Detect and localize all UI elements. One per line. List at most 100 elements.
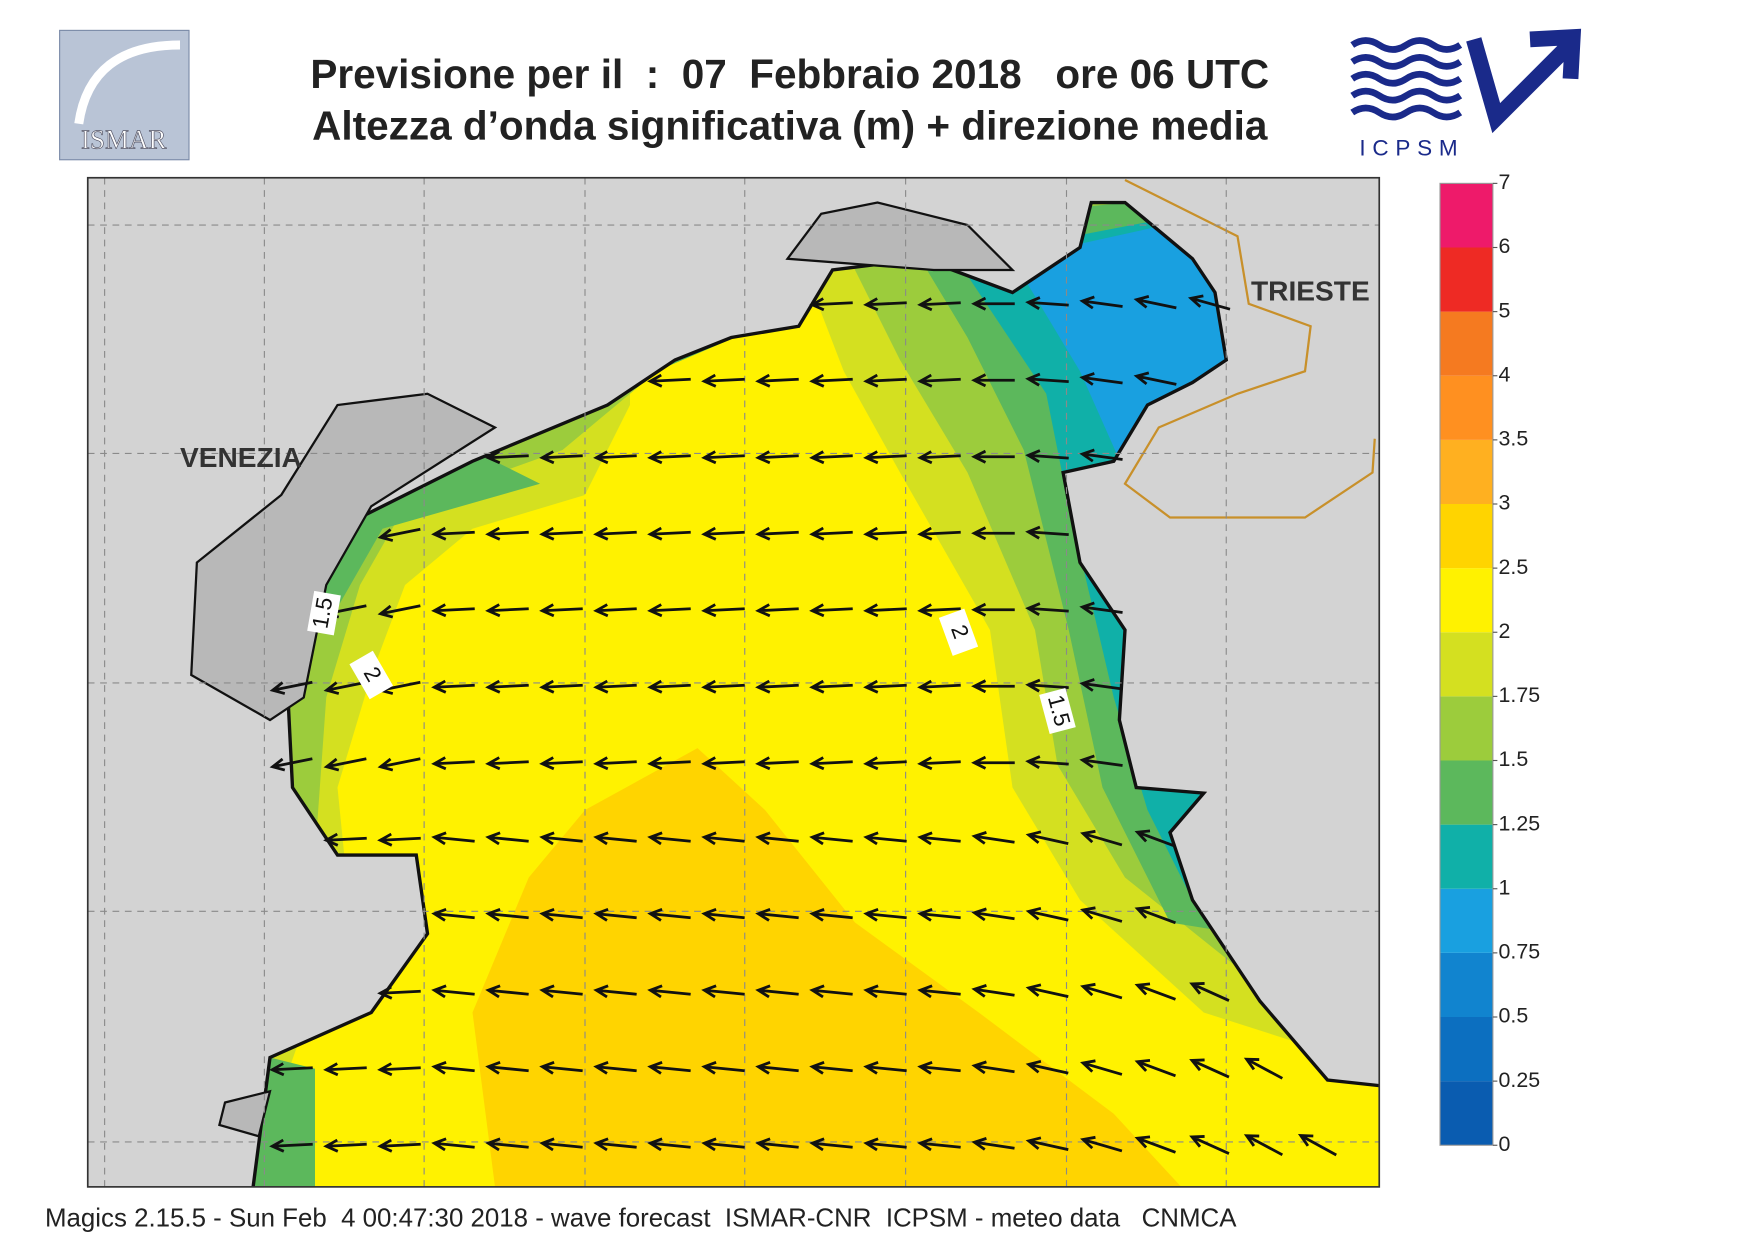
arrow <box>593 603 637 618</box>
colorbar-label: 2.5 <box>1499 555 1529 579</box>
arrow <box>539 1060 583 1075</box>
arrow <box>485 603 529 618</box>
arrow <box>863 603 907 618</box>
arrow <box>755 1060 799 1075</box>
arrow <box>917 297 961 312</box>
arrow <box>701 984 745 999</box>
arrow <box>1079 448 1123 463</box>
arrow <box>971 755 1015 770</box>
colorbar-label: 5 <box>1499 298 1511 322</box>
arrow <box>431 1137 475 1152</box>
colorbar-segment <box>1440 1017 1493 1082</box>
colorbar-label: 0.25 <box>1499 1068 1541 1092</box>
arrow <box>863 373 907 388</box>
contour-label: 2 <box>938 608 979 656</box>
arrow <box>1025 983 1069 998</box>
colorbar-segment <box>1440 824 1493 889</box>
colorbar: 0 0.25 0.5 0.75 1 1.25 1.5 1.75 2 2.5 3 3.5 4 5 6 7 <box>1439 170 1541 1156</box>
logo-text: ISMAR <box>81 125 167 155</box>
arrow <box>323 1062 367 1077</box>
arrow <box>1025 449 1069 463</box>
arrow <box>1243 1057 1284 1080</box>
arrow <box>701 1137 745 1152</box>
contour-label: 1.5 <box>307 590 341 636</box>
arrow <box>593 1137 637 1152</box>
arrow <box>1080 982 1123 1000</box>
arrow <box>647 603 691 618</box>
arrow <box>593 1060 637 1075</box>
arrow <box>701 907 745 922</box>
arrow <box>431 679 475 694</box>
place-label: VENEZIA <box>180 442 302 473</box>
arrow <box>863 907 907 922</box>
arrow <box>971 831 1015 845</box>
colorbar-segment <box>1440 311 1493 376</box>
arrow <box>809 603 853 618</box>
arrow <box>755 831 799 846</box>
arrow <box>1025 602 1069 616</box>
contour-label-bg <box>307 590 341 636</box>
arrow <box>647 526 691 541</box>
footer: Magics 2.15.5 - Sun Feb 4 00:47:30 2018 … <box>45 1204 1237 1232</box>
arrow <box>1079 372 1123 386</box>
arrow <box>647 1137 691 1152</box>
colorbar-label: 0.75 <box>1499 940 1541 964</box>
arrow <box>809 1060 853 1075</box>
colorbar-label: 0.5 <box>1499 1004 1529 1028</box>
arrow <box>1297 1134 1337 1157</box>
arrow <box>377 1138 421 1153</box>
arrow <box>863 984 907 999</box>
arrow <box>1134 1135 1176 1154</box>
contour-label: 2 <box>349 650 394 700</box>
arrow <box>971 984 1015 998</box>
place-label: TRIESTE <box>1251 275 1370 306</box>
arrow <box>1025 830 1069 845</box>
subtitle: Altezza d’onda significativa (m) + direz… <box>312 103 1268 149</box>
arrow <box>1080 1059 1123 1076</box>
arrow <box>377 1062 421 1077</box>
colorbar-segment <box>1440 183 1493 248</box>
colorbar-segment <box>1440 375 1493 440</box>
coastline <box>251 200 1380 1188</box>
arrow <box>1025 372 1069 387</box>
arrow <box>701 831 745 846</box>
arrow <box>971 373 1015 388</box>
arrow <box>485 679 529 694</box>
arrow <box>809 756 853 771</box>
arrow <box>1243 1134 1284 1157</box>
arrow <box>809 907 853 922</box>
arrow <box>539 526 583 541</box>
arrow <box>863 450 907 465</box>
arrow <box>755 603 799 618</box>
arrow <box>539 679 583 694</box>
colorbar-segment <box>1440 504 1493 569</box>
arrow <box>377 604 421 619</box>
logo-ismar: ISMAR <box>59 29 190 161</box>
arrow <box>755 373 799 388</box>
arrow <box>863 297 907 312</box>
arrow <box>1134 1058 1176 1078</box>
arrow <box>863 526 907 541</box>
arrows <box>269 294 1337 1157</box>
arrow <box>485 1137 529 1152</box>
arrow <box>701 450 745 465</box>
colorbar-label: 1.5 <box>1499 747 1529 771</box>
arrow <box>1025 678 1069 693</box>
arrow <box>593 984 637 999</box>
arrow <box>809 297 853 312</box>
arrow <box>1134 905 1176 925</box>
arrow <box>269 1062 313 1077</box>
arrow <box>539 450 583 465</box>
arrow <box>971 1060 1015 1075</box>
colorbar-segment <box>1440 760 1493 825</box>
arrow <box>485 756 529 771</box>
wave-zone <box>472 748 1182 1187</box>
arrow <box>1080 829 1123 847</box>
arrow <box>917 603 961 618</box>
arrow <box>1025 296 1069 310</box>
border <box>1123 178 1376 519</box>
contour-label-text: 1.5 <box>307 595 337 630</box>
arrow <box>485 907 529 922</box>
arrow <box>269 757 313 772</box>
colorbar-label: 2 <box>1499 619 1511 643</box>
